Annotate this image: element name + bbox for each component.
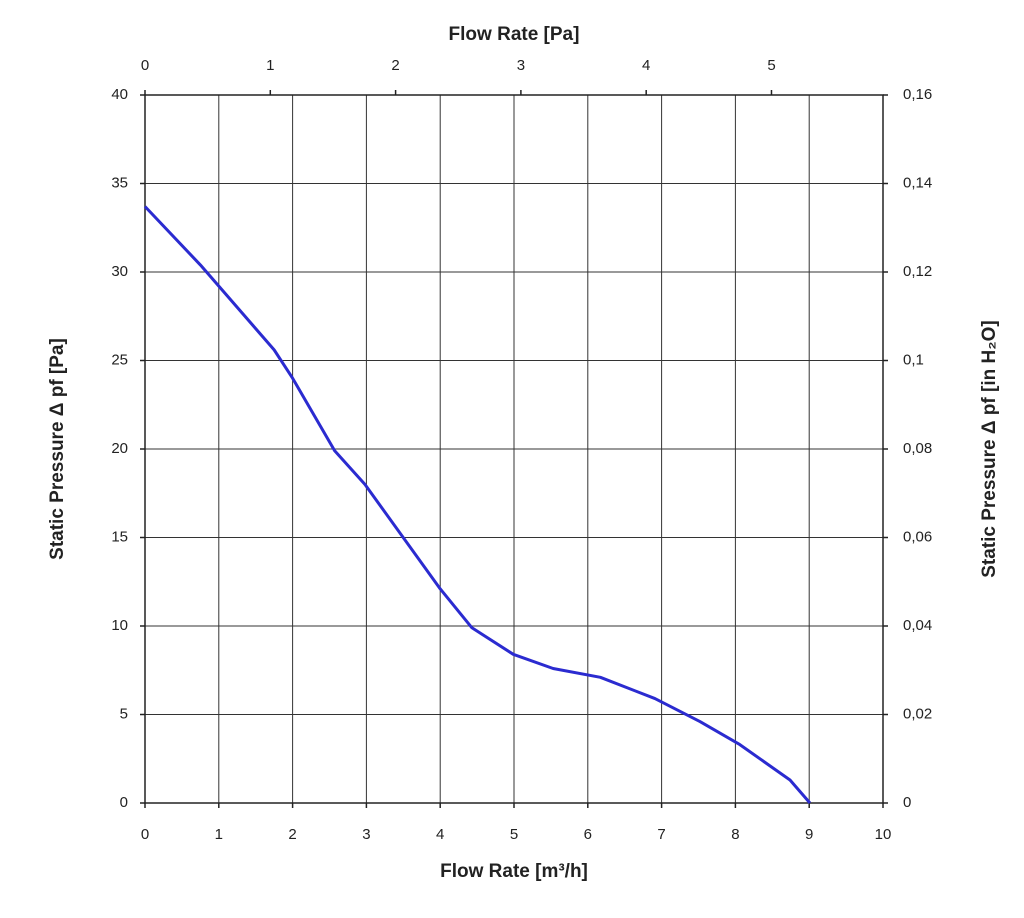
y2-tick-label: 0,08 (903, 440, 932, 457)
x-tick-label: 8 (731, 826, 739, 843)
top-axis-title: Flow Rate [Pa] (449, 24, 580, 45)
x-axis-title: Flow Rate [m³/h] (440, 861, 588, 882)
x2-tick-label: 1 (266, 57, 274, 74)
y-tick-label: 40 (111, 86, 128, 103)
y2-tick-label: 0,06 (903, 528, 932, 545)
x-tick-label: 2 (288, 826, 296, 843)
y2-tick-label: 0,12 (903, 263, 932, 280)
y2-axis-title: Static Pressure Δ pf [in H₂O] (979, 320, 1000, 578)
y2-tick-label: 0,16 (903, 86, 932, 103)
y-tick-label: 35 (111, 174, 128, 191)
x-tick-label: 1 (215, 826, 223, 843)
y-tick-label: 0 (120, 794, 128, 811)
plot-frame (144, 94, 884, 804)
y-tick-label: 15 (111, 528, 128, 545)
x2-tick-label: 2 (391, 57, 399, 74)
x-tick-label: 0 (141, 826, 149, 843)
x2-tick-label: 5 (767, 57, 775, 74)
y2-tick-label: 0 (903, 794, 911, 811)
y-tick-label: 20 (111, 440, 128, 457)
y2-tick-label: 0,04 (903, 617, 932, 634)
x2-tick-label: 0 (141, 57, 149, 74)
y2-tick-label: 0,1 (903, 351, 924, 368)
data-line (143, 205, 812, 804)
x-tick-label: 4 (436, 826, 444, 843)
x-tick-label: 7 (657, 826, 665, 843)
x-tick-label: 3 (362, 826, 370, 843)
y2-tick-label: 0,14 (903, 174, 932, 191)
y-tick-label: 10 (111, 617, 128, 634)
x-tick-label: 9 (805, 826, 813, 843)
y-tick-label: 5 (120, 705, 128, 722)
x2-tick-label: 4 (642, 57, 650, 74)
x-tick-label: 6 (584, 826, 592, 843)
x-tick-label: 5 (510, 826, 518, 843)
y2-tick-label: 0,02 (903, 705, 932, 722)
y-tick-label: 30 (111, 263, 128, 280)
x-tick-label: 10 (875, 826, 892, 843)
x2-tick-label: 3 (517, 57, 525, 74)
y-axis-title: Static Pressure Δ pf [Pa] (47, 338, 68, 560)
y-tick-label: 25 (111, 351, 128, 368)
